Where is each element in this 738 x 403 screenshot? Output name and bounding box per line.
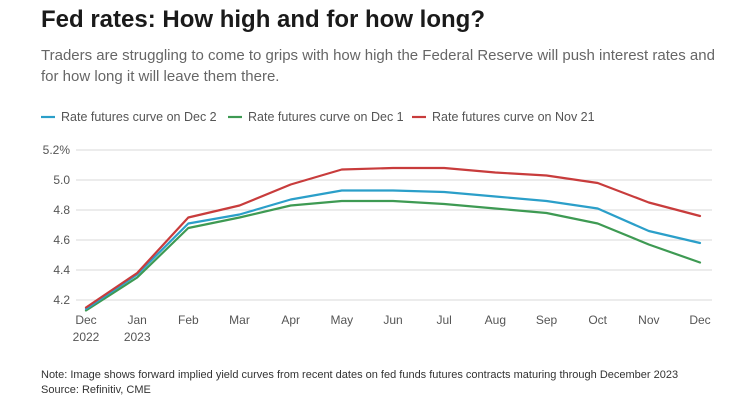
x-tick-label: 2022 — [73, 330, 100, 344]
x-tick-label: Nov — [638, 313, 659, 327]
series-line — [84, 189, 702, 311]
line-chart: Rate futures curve on Dec 2 Rate futures … — [41, 110, 712, 344]
y-tick-label: 4.6 — [53, 233, 70, 247]
chart-title: Fed rates: How high and for how long? — [41, 6, 485, 33]
x-tick-label: Jul — [436, 313, 451, 327]
chart-source: Source: Refinitiv, CME — [41, 384, 151, 396]
x-tick-label: Dec — [75, 313, 96, 327]
y-tick-label: 4.2 — [53, 293, 70, 307]
x-tick-label: May — [330, 313, 353, 327]
chart-note: Note: Image shows forward implied yield … — [41, 369, 679, 381]
chart-subtitle: Traders are struggling to come to grips … — [41, 47, 715, 85]
legend-label: Rate futures curve on Dec 1 — [248, 110, 404, 124]
series-line — [84, 166, 702, 309]
x-tick-label: Mar — [229, 313, 250, 327]
series-line — [84, 199, 702, 312]
y-tick-label: 5.0 — [53, 173, 70, 187]
x-tick-label: Oct — [588, 313, 607, 327]
chart-series — [84, 166, 702, 312]
y-tick-label: 5.2% — [43, 143, 71, 157]
x-tick-label: 2023 — [124, 330, 151, 344]
y-tick-label: 4.4 — [53, 263, 70, 277]
y-tick-label: 4.8 — [53, 203, 70, 217]
x-tick-label: Jan — [127, 313, 146, 327]
x-tick-label: Apr — [281, 313, 300, 327]
x-tick-label: Sep — [536, 313, 558, 327]
x-tick-label: Dec — [689, 313, 710, 327]
x-axis: Dec 2022 Jan 2023 Feb Mar Apr May Jun Jul Aug Sep Oc… — [73, 313, 711, 344]
chart-gridlines — [76, 149, 712, 301]
x-tick-label: Jun — [383, 313, 402, 327]
chart-legend: Rate futures curve on Dec 2 Rate futures … — [41, 110, 595, 124]
x-tick-label: Feb — [178, 313, 199, 327]
y-axis: 4.2 4.4 4.6 4.8 5.0 5.2% — [43, 143, 71, 307]
x-tick-label: Aug — [485, 313, 506, 327]
legend-label: Rate futures curve on Dec 2 — [61, 110, 217, 124]
legend-label: Rate futures curve on Nov 21 — [432, 110, 595, 124]
